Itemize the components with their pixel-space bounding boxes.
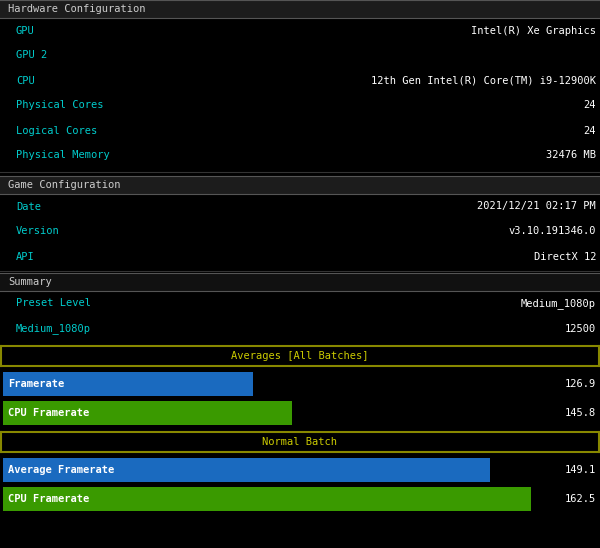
- Text: CPU: CPU: [16, 76, 35, 85]
- Text: 126.9: 126.9: [565, 379, 596, 389]
- Bar: [3, 372, 253, 396]
- Bar: [1, 432, 599, 452]
- Text: Intel(R) Xe Graphics: Intel(R) Xe Graphics: [471, 26, 596, 36]
- Bar: [0, 0, 600, 18]
- Text: Average Framerate: Average Framerate: [8, 465, 114, 475]
- Text: CPU Framerate: CPU Framerate: [8, 408, 89, 418]
- Text: 145.8: 145.8: [565, 408, 596, 418]
- Bar: [0, 273, 600, 291]
- Text: Hardware Configuration: Hardware Configuration: [8, 4, 146, 14]
- Text: Date: Date: [16, 202, 41, 212]
- Bar: [0, 176, 600, 194]
- Bar: [3, 401, 292, 425]
- Text: Normal Batch: Normal Batch: [263, 437, 337, 447]
- Text: v3.10.191346.0: v3.10.191346.0: [509, 226, 596, 237]
- Text: Summary: Summary: [8, 277, 52, 287]
- Bar: [3, 487, 531, 511]
- Text: Game Configuration: Game Configuration: [8, 180, 121, 190]
- Text: CPU Framerate: CPU Framerate: [8, 494, 89, 504]
- Text: Preset Level: Preset Level: [16, 299, 91, 309]
- Text: Physical Memory: Physical Memory: [16, 151, 110, 161]
- Text: Medium_1080p: Medium_1080p: [521, 298, 596, 309]
- Text: Physical Cores: Physical Cores: [16, 100, 104, 111]
- Text: 32476 MB: 32476 MB: [546, 151, 596, 161]
- Bar: [3, 458, 490, 482]
- Text: Framerate: Framerate: [8, 379, 64, 389]
- Text: 12th Gen Intel(R) Core(TM) i9-12900K: 12th Gen Intel(R) Core(TM) i9-12900K: [371, 76, 596, 85]
- Text: DirectX 12: DirectX 12: [533, 252, 596, 261]
- Text: 24: 24: [583, 100, 596, 111]
- Text: 12500: 12500: [565, 323, 596, 334]
- Text: 24: 24: [583, 125, 596, 135]
- Text: Version: Version: [16, 226, 60, 237]
- Text: 149.1: 149.1: [565, 465, 596, 475]
- Text: Logical Cores: Logical Cores: [16, 125, 97, 135]
- Bar: [1, 346, 599, 366]
- Text: Medium_1080p: Medium_1080p: [16, 323, 91, 334]
- Text: 2021/12/21 02:17 PM: 2021/12/21 02:17 PM: [477, 202, 596, 212]
- Text: API: API: [16, 252, 35, 261]
- Text: GPU: GPU: [16, 26, 35, 36]
- Text: 162.5: 162.5: [565, 494, 596, 504]
- Text: GPU 2: GPU 2: [16, 50, 47, 60]
- Text: Averages [All Batches]: Averages [All Batches]: [231, 351, 369, 361]
